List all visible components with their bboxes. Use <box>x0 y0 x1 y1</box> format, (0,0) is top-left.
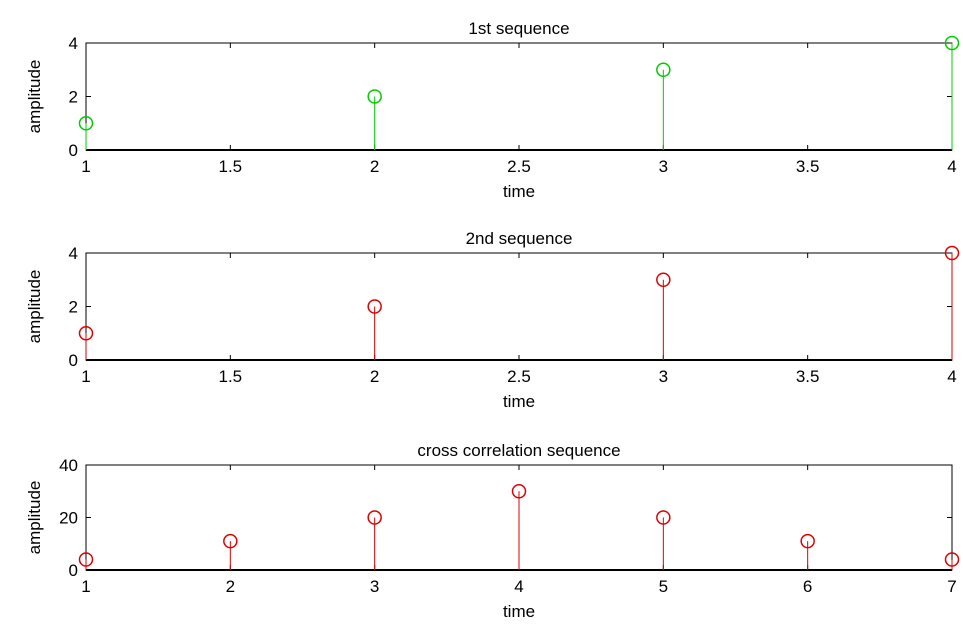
stem-marker <box>656 510 671 525</box>
x-axis-label: time <box>503 182 535 201</box>
x-axis-label: time <box>503 602 535 621</box>
x-tick-label: 7 <box>947 577 956 596</box>
x-tick-label: 4 <box>947 367 956 386</box>
x-tick-label: 6 <box>803 577 812 596</box>
x-tick-label: 5 <box>659 577 668 596</box>
y-tick-label: 2 <box>69 88 78 107</box>
axes-box <box>85 42 953 151</box>
stem-marker <box>800 533 815 549</box>
x-tick-label: 1 <box>81 157 90 176</box>
x-tick-label: 1 <box>81 577 90 596</box>
stem-marker <box>511 484 527 499</box>
x-tick-label: 4 <box>514 577 523 596</box>
x-tick-label: 4 <box>947 157 956 176</box>
x-tick-label: 3.5 <box>796 367 820 386</box>
x-tick-label: 3 <box>659 367 668 386</box>
y-tick-label: 4 <box>69 244 78 263</box>
chart-title: cross correlation sequence <box>417 441 620 460</box>
x-tick-label: 1 <box>81 367 90 386</box>
stem-marker <box>78 552 94 567</box>
stem-marker <box>367 299 382 314</box>
stem-marker <box>944 35 960 51</box>
y-axis-label: amplitude <box>25 270 44 344</box>
x-tick-label: 3.5 <box>796 157 820 176</box>
subplot-cross-correlation: cross correlation sequence 1 2 3 4 5 6 7 0 20 40 ti… <box>25 441 960 621</box>
stem-marker <box>656 272 671 287</box>
y-tick-label: 2 <box>69 298 78 317</box>
y-tick-label: 40 <box>59 456 78 475</box>
y-tick-label: 0 <box>69 141 78 160</box>
stem-marker <box>223 533 238 549</box>
y-tick-label: 0 <box>69 351 78 370</box>
x-tick-label: 2 <box>226 577 235 596</box>
x-tick-label: 1.5 <box>219 157 243 176</box>
stem-marker <box>944 552 960 567</box>
x-tick-label: 2 <box>370 157 379 176</box>
axes-box <box>85 252 953 361</box>
stem-marker <box>367 510 382 525</box>
x-tick-label: 2.5 <box>507 157 531 176</box>
chart-title: 2nd sequence <box>466 229 573 248</box>
y-tick-label: 0 <box>69 561 78 580</box>
subplot-2nd-sequence: 2nd sequence 1 1.5 2 2.5 3 3.5 4 0 2 4 time amplitud… <box>25 229 960 411</box>
x-tick-label: 2 <box>370 367 379 386</box>
stem-marker <box>78 116 94 131</box>
x-axis-label: time <box>503 392 535 411</box>
stem-marker <box>78 326 94 341</box>
stem-marker <box>367 89 382 104</box>
y-axis-label: amplitude <box>25 481 44 555</box>
x-tick-label: 3 <box>370 577 379 596</box>
subplot-1st-sequence: 1st sequence 1 1.5 2 2.5 3 3.5 4 0 2 4 time amplitud… <box>25 19 960 201</box>
stem-marker <box>656 62 671 77</box>
x-tick-label: 2.5 <box>507 367 531 386</box>
y-tick-label: 4 <box>69 34 78 53</box>
stem-marker <box>944 245 960 261</box>
x-tick-label: 3 <box>659 157 668 176</box>
chart-title: 1st sequence <box>468 19 569 38</box>
y-axis-label: amplitude <box>25 60 44 134</box>
y-tick-label: 20 <box>59 509 78 528</box>
x-tick-label: 1.5 <box>219 367 243 386</box>
